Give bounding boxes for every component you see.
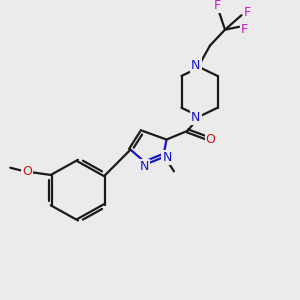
Text: F: F — [244, 5, 251, 19]
Text: F: F — [241, 23, 248, 36]
Text: N: N — [139, 160, 149, 172]
Text: N: N — [191, 111, 201, 124]
Text: O: O — [22, 165, 32, 178]
Text: N: N — [191, 59, 201, 72]
Text: F: F — [214, 0, 221, 12]
Text: N: N — [162, 151, 172, 164]
Text: O: O — [206, 133, 215, 146]
